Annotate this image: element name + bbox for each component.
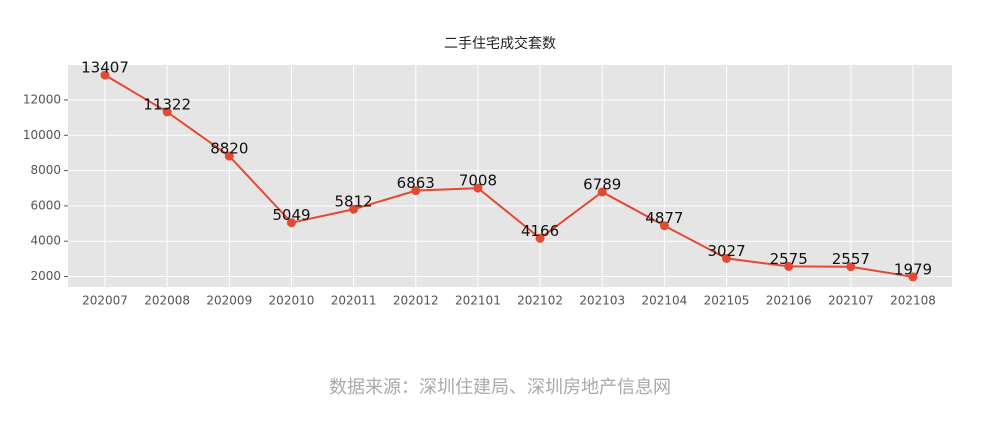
data-label: 2557 bbox=[832, 250, 870, 268]
y-tick-label: 10000 bbox=[23, 128, 61, 142]
point bbox=[224, 151, 234, 161]
x-tick-label: 202107 bbox=[828, 294, 874, 308]
data-label: 5049 bbox=[272, 206, 310, 224]
x-tick-label: 202012 bbox=[393, 294, 439, 308]
data-label: 4877 bbox=[645, 209, 683, 227]
data-label: 3027 bbox=[707, 242, 745, 260]
x-tick-label: 202103 bbox=[579, 294, 625, 308]
data-label: 1979 bbox=[894, 260, 932, 278]
data-label: 11322 bbox=[143, 95, 191, 113]
point bbox=[846, 262, 856, 272]
data-label: 2575 bbox=[770, 250, 808, 268]
x-tick-label: 202102 bbox=[517, 294, 563, 308]
y-tick-label: 6000 bbox=[30, 198, 61, 212]
x-tick-label: 202101 bbox=[455, 294, 501, 308]
point bbox=[784, 261, 794, 271]
y-tick-label: 12000 bbox=[23, 92, 61, 106]
point bbox=[908, 272, 918, 282]
x-tick-label: 202009 bbox=[206, 294, 252, 308]
x-tick-label: 202104 bbox=[641, 294, 687, 308]
point bbox=[659, 221, 669, 231]
data-label: 13407 bbox=[81, 59, 129, 77]
data-label: 8820 bbox=[210, 140, 248, 158]
point bbox=[411, 186, 421, 196]
source-note: 数据来源：深圳住建局、深圳房地产信息网 bbox=[329, 377, 671, 398]
y-tick-label: 2000 bbox=[30, 269, 61, 283]
plot-area bbox=[68, 65, 952, 287]
x-tick-label: 202105 bbox=[704, 294, 750, 308]
point bbox=[349, 204, 359, 214]
data-label: 4166 bbox=[521, 222, 559, 240]
point bbox=[162, 107, 172, 117]
x-tick-label: 202011 bbox=[331, 294, 377, 308]
data-label: 7008 bbox=[459, 172, 497, 190]
y-tick-label: 4000 bbox=[30, 234, 61, 248]
point bbox=[286, 218, 296, 228]
point bbox=[473, 183, 483, 193]
data-label: 6789 bbox=[583, 175, 621, 193]
x-tick-label: 202007 bbox=[82, 294, 128, 308]
x-tick-label: 202106 bbox=[766, 294, 812, 308]
point bbox=[535, 233, 545, 243]
point bbox=[722, 253, 732, 263]
line bbox=[104, 74, 914, 278]
x-tick-label: 202108 bbox=[890, 294, 936, 308]
x-tick-label: 202010 bbox=[269, 294, 315, 308]
data-label: 5812 bbox=[335, 193, 373, 211]
point bbox=[597, 187, 607, 197]
chart-title: 二手住宅成交套数 bbox=[444, 35, 556, 52]
point bbox=[100, 70, 110, 80]
x-tick-label: 202008 bbox=[144, 294, 190, 308]
data-label: 6863 bbox=[397, 174, 435, 192]
y-tick-label: 8000 bbox=[30, 163, 61, 177]
